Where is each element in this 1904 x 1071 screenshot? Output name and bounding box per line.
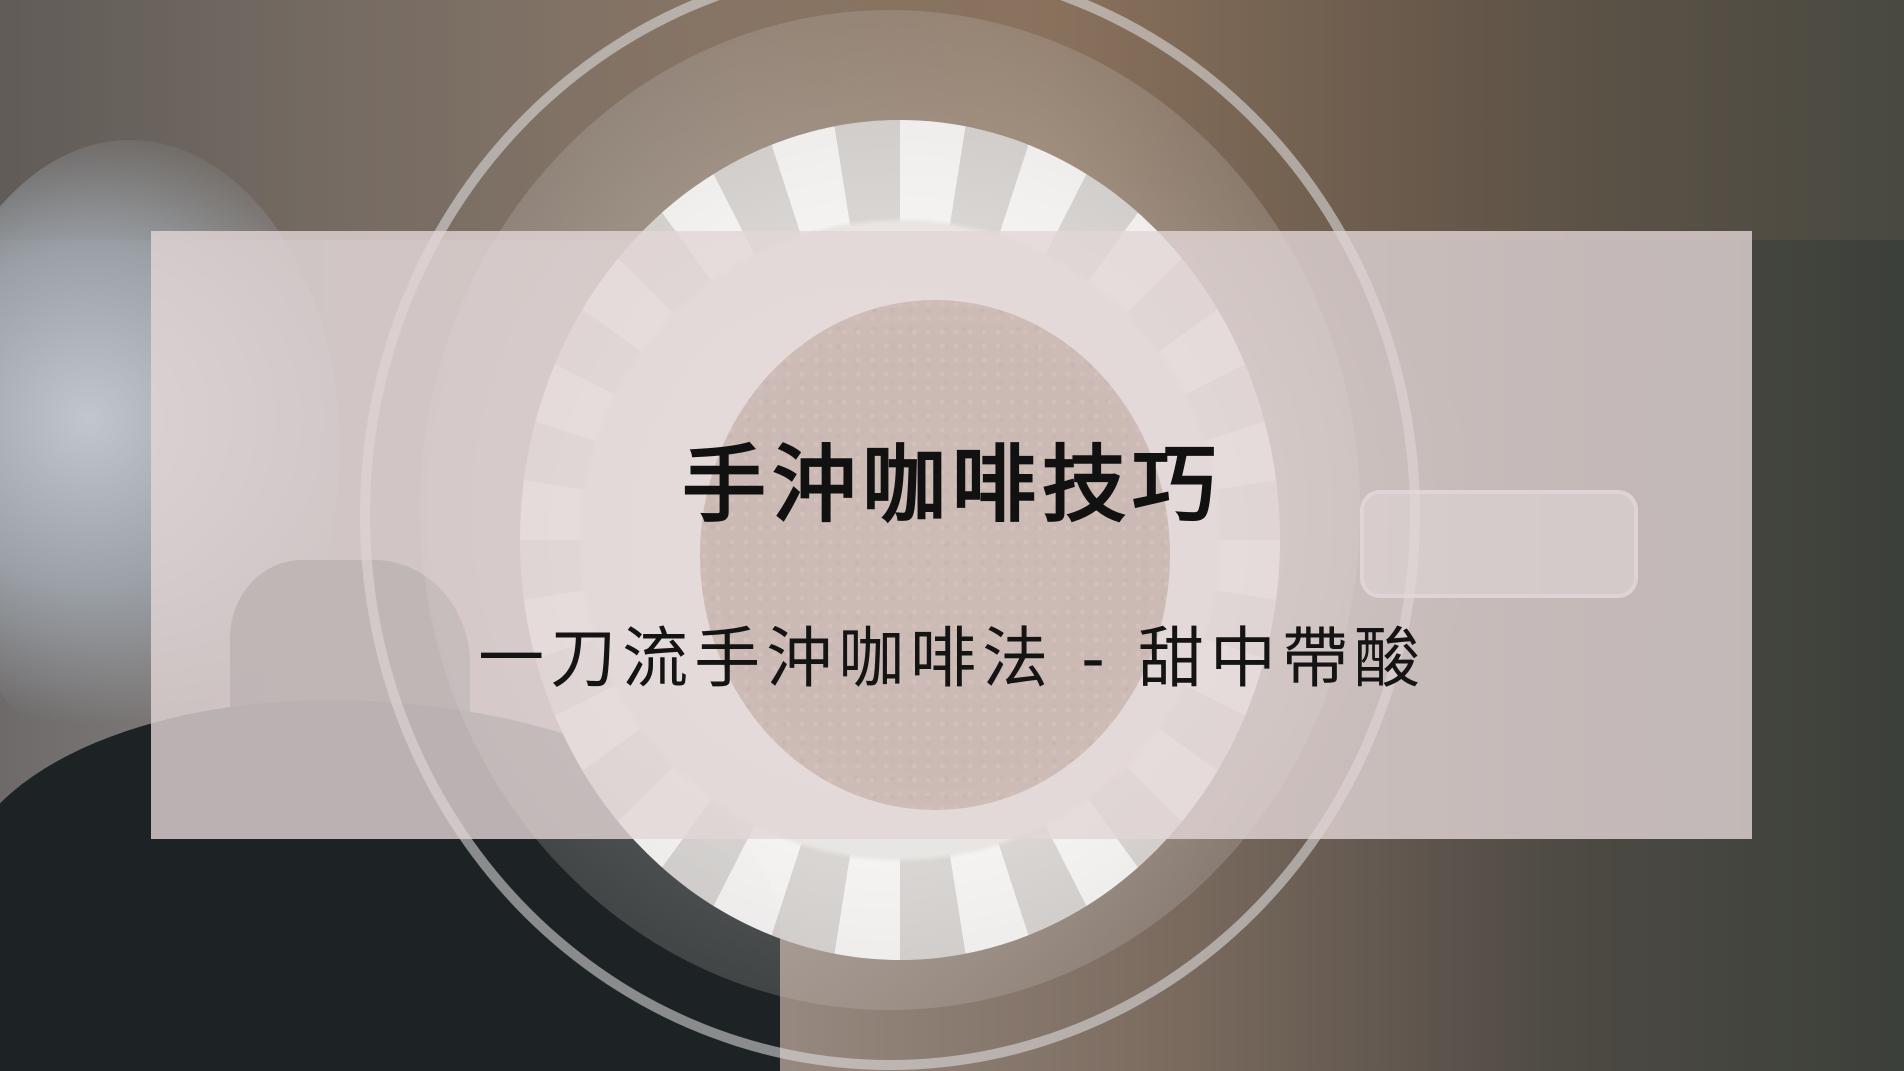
text-overlay-panel [151, 231, 1752, 839]
banner-subtitle: 一刀流手沖咖啡法 - 甜中帶酸 [478, 620, 1426, 697]
banner-title: 手沖咖啡技巧 [681, 436, 1222, 534]
